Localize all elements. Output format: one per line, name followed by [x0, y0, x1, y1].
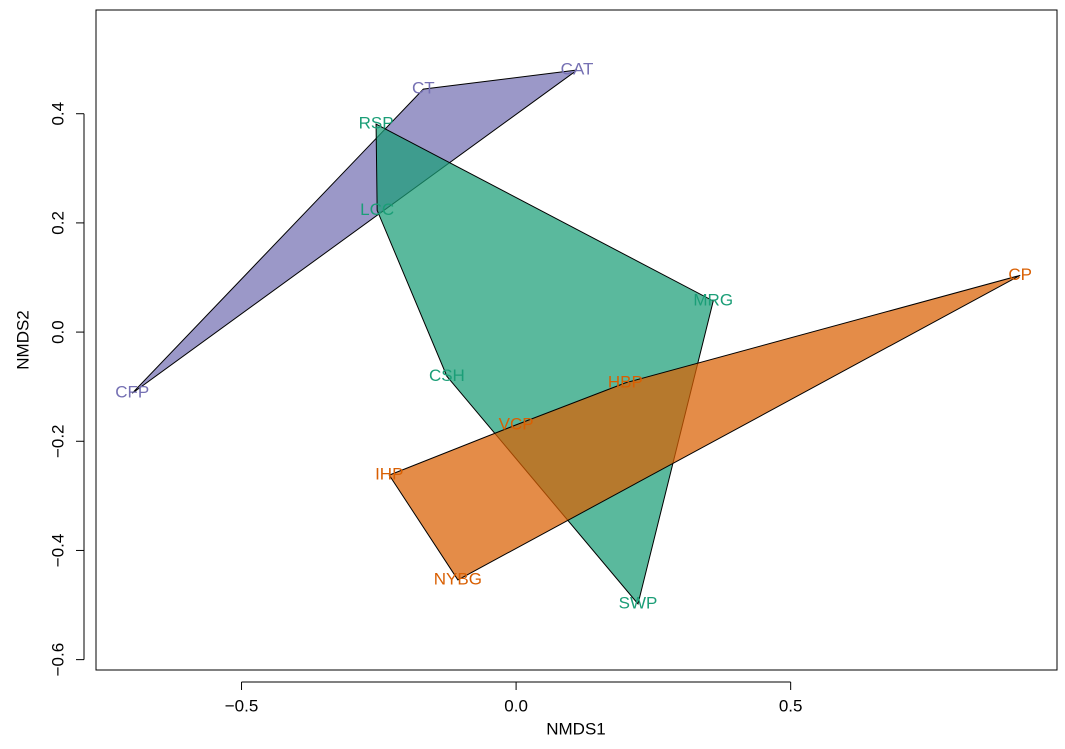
y-tick-label: −0.4 [48, 534, 67, 568]
x-tick-label: 0.5 [779, 696, 803, 715]
point-label: IHP [375, 465, 403, 484]
point-label: CP [1008, 265, 1032, 284]
point-label: HBP [608, 372, 643, 391]
hull [388, 274, 1021, 581]
hull [131, 69, 578, 394]
point-label: CT [412, 79, 435, 98]
point-label: MRG [693, 290, 733, 309]
point-label: SWP [619, 593, 658, 612]
y-tick-label: −0.2 [48, 424, 67, 458]
x-axis-label: NMDS1 [546, 719, 606, 738]
point-label: VCP [499, 414, 534, 433]
point-label: CAT [561, 60, 594, 79]
point-label: NYBG [434, 569, 482, 588]
plot-box [95, 9, 1058, 671]
x-tick-label: −0.5 [225, 696, 259, 715]
x-tick-label: 0.0 [504, 696, 528, 715]
y-tick-label: 0.2 [48, 211, 67, 235]
point-label: LCC [360, 200, 394, 219]
y-tick-label: 0.4 [48, 102, 67, 126]
y-axis-label: NMDS2 [13, 310, 32, 370]
point-label: RSP [359, 114, 394, 133]
point-label: CSH [429, 366, 465, 385]
point-label: CFP [115, 383, 149, 402]
y-tick-label: 0.0 [48, 320, 67, 344]
y-tick-label: −0.6 [48, 643, 67, 677]
